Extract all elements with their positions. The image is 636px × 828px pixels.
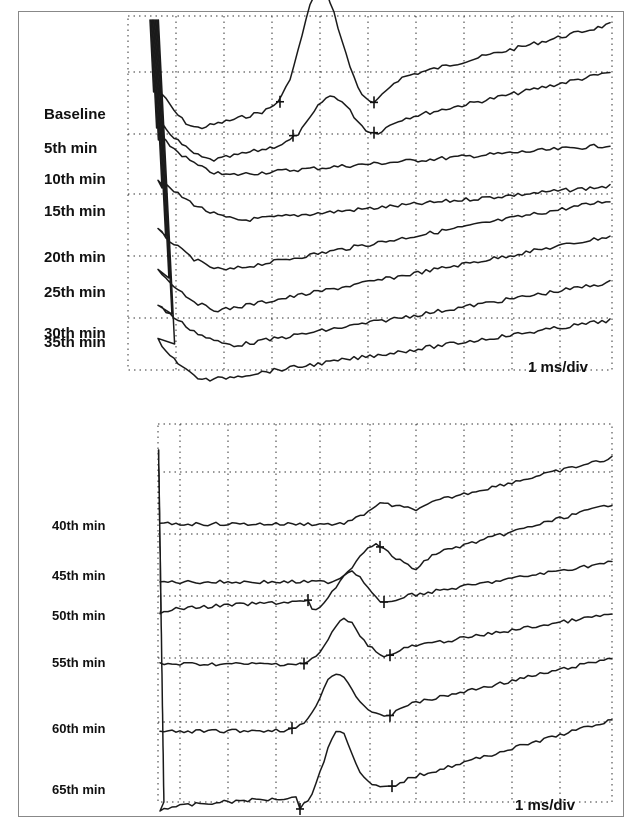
time-scale-label: 1 ms/div bbox=[515, 797, 576, 814]
latency-marker bbox=[276, 95, 284, 108]
trace-65th-min bbox=[157, 449, 613, 812]
latency-marker bbox=[376, 540, 384, 553]
latency-marker bbox=[386, 709, 394, 722]
trace-30th-min bbox=[156, 19, 611, 348]
grid bbox=[127, 15, 613, 371]
grid-frame bbox=[157, 423, 613, 803]
trace-label: 55th min bbox=[52, 655, 106, 670]
trace-label: 60th min bbox=[52, 721, 106, 736]
trace-label: 20th min bbox=[44, 249, 106, 266]
trace-label: Baseline bbox=[44, 106, 106, 123]
latency-marker bbox=[304, 594, 312, 607]
trace-35th-min bbox=[157, 19, 611, 382]
latency-marker bbox=[296, 802, 304, 815]
trace-40th-min bbox=[159, 455, 613, 527]
latency-marker bbox=[288, 722, 296, 735]
latency-marker bbox=[370, 126, 378, 139]
trace-label: 50th min bbox=[52, 608, 106, 623]
top-trace-panel: Baseline 5th min 10th min 15th min 20th min 2… bbox=[44, 0, 613, 382]
trace-15th-min bbox=[152, 19, 611, 223]
trace-label: 40th min bbox=[52, 518, 106, 533]
trace-label: 30th min bbox=[44, 325, 106, 342]
latency-marker bbox=[380, 596, 388, 609]
trace-20th-min bbox=[154, 19, 611, 271]
grid bbox=[157, 423, 613, 803]
bottom-trace-panel: 40th min 45th min 50th min 55th min 60th min… bbox=[52, 423, 613, 815]
trace-label: 25th min bbox=[44, 284, 106, 301]
trace-25th-min bbox=[155, 19, 611, 313]
trace-label: 35th min bbox=[44, 334, 106, 351]
trace-baseline bbox=[149, 0, 611, 130]
time-scale-label: 1 ms/div bbox=[528, 359, 589, 376]
trace-label: 65th min bbox=[52, 782, 106, 797]
trace-label: 5th min bbox=[44, 140, 97, 157]
trace-label: 15th min bbox=[44, 203, 106, 220]
trace-45th-min bbox=[159, 504, 613, 585]
grid-frame bbox=[127, 15, 613, 371]
latency-marker bbox=[386, 649, 394, 662]
latency-marker bbox=[388, 780, 396, 793]
trace-label: 10th min bbox=[44, 171, 106, 188]
latency-marker bbox=[300, 657, 308, 670]
trace-10th-min bbox=[151, 19, 611, 177]
latency-marker bbox=[289, 129, 297, 142]
trace-5th-min bbox=[150, 19, 611, 162]
trace-50th-min bbox=[157, 449, 613, 615]
trace-label: 45th min bbox=[52, 568, 106, 583]
latency-marker bbox=[370, 96, 378, 109]
